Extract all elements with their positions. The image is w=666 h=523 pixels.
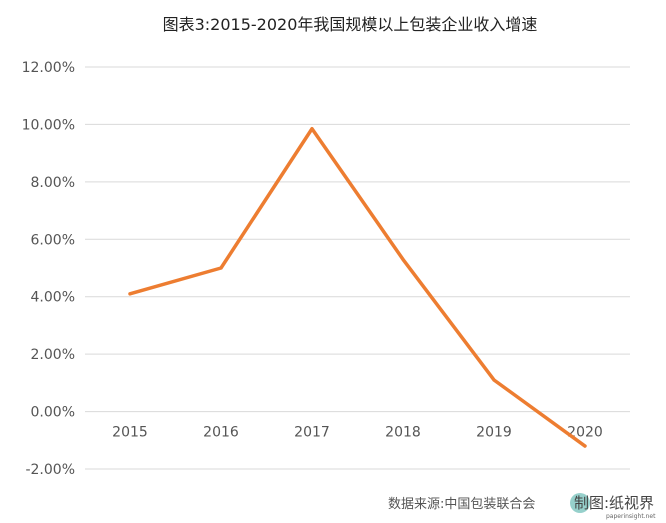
watermark-url: paperinsight.net	[606, 513, 656, 520]
watermark-logo-icon	[570, 493, 590, 513]
series-group	[128, 126, 587, 448]
data-point	[583, 444, 587, 448]
y-tick-label: 4.00%	[31, 290, 75, 306]
x-tick-label: 2015	[112, 425, 148, 441]
x-tick-label: 2018	[385, 425, 421, 441]
y-tick-label: -2.00%	[25, 462, 75, 478]
data-point	[492, 378, 496, 382]
x-tick-label: 2017	[294, 425, 330, 441]
y-tick-label: 6.00%	[31, 232, 75, 248]
y-tick-label: 12.00%	[22, 60, 75, 76]
watermark: 制图:纸视界 paperinsight.net	[570, 493, 656, 520]
data-point	[401, 257, 405, 261]
x-tick-label: 2019	[476, 425, 512, 441]
watermark-text: 制图:纸视界	[574, 494, 654, 512]
data-point	[310, 127, 314, 131]
chart-title: 图表3:2015-2020年我国规模以上包装企业收入增速	[163, 15, 538, 34]
data-point	[219, 266, 223, 270]
x-axis-ticks: 2015 2016 2017 2018 2019 2020	[112, 425, 603, 441]
source-note: 数据来源:中国包装联合会	[388, 497, 535, 512]
y-tick-label: 8.00%	[31, 175, 75, 191]
y-tick-label: 2.00%	[31, 347, 75, 363]
y-tick-label: 10.00%	[22, 117, 75, 133]
y-axis-ticks: -2.00% 0.00% 2.00% 4.00% 6.00% 8.00% 10.00% 12.…	[22, 60, 75, 478]
x-tick-label: 2016	[203, 425, 239, 441]
gridlines	[85, 66, 630, 470]
x-tick-label: 2020	[567, 425, 603, 441]
y-tick-label: 0.00%	[31, 405, 75, 421]
series-line	[128, 126, 587, 448]
data-point	[128, 292, 132, 296]
